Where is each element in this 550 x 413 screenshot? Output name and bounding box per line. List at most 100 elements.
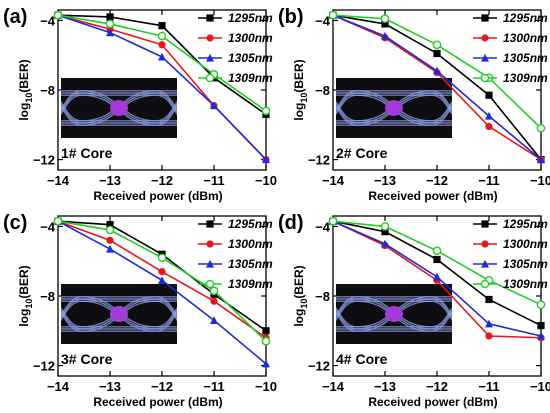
marker-1295nm [158, 22, 166, 30]
panel-letter: (c) [3, 212, 27, 234]
marker-1309nm [536, 300, 546, 309]
legend-marker [206, 220, 214, 228]
eye-transition [156, 103, 177, 124]
marker-1305nm [210, 101, 218, 110]
marker-1305nm [106, 28, 114, 37]
marker-1309nm [157, 31, 167, 41]
y-tick-label: −12 [308, 153, 330, 168]
eye-transition [156, 309, 177, 330]
eye-transition [336, 296, 357, 317]
marker-1300nm [210, 297, 218, 305]
marker-1300nm [485, 122, 493, 131]
marker-1309nm [53, 216, 63, 226]
x-tick-label: −14 [47, 173, 70, 188]
x-tick-label: −10 [255, 173, 277, 188]
legend-label: 1309nm [228, 71, 273, 85]
legend-label: 1305nm [228, 51, 273, 65]
eye-transition [431, 311, 452, 332]
legend-marker [206, 53, 214, 62]
y-tick-label: −8 [315, 83, 330, 98]
legend-label: 1309nm [503, 71, 548, 85]
legend-label: 1300nm [228, 237, 273, 251]
marker-1305nm [106, 244, 114, 253]
marker-1300nm [158, 41, 166, 49]
legend-marker [481, 220, 489, 228]
marker-1305nm [433, 66, 441, 75]
marker-1309nm [432, 246, 442, 256]
y-tick-label: −8 [40, 83, 55, 98]
marker-1295nm [433, 49, 441, 58]
panel-letter: (d) [278, 212, 304, 234]
marker-1305nm [537, 155, 545, 164]
y-tick-label: −12 [33, 153, 55, 168]
panel-letter: (a) [3, 6, 27, 28]
marker-1305nm [381, 31, 389, 40]
eye-diagram-inset [336, 284, 452, 344]
x-axis-title: Received power (dBm) [368, 395, 497, 409]
core-label: 4# Core [336, 351, 388, 367]
marker-1300nm [158, 268, 166, 276]
y-tick-label: −4 [40, 13, 56, 28]
x-tick-label: −13 [374, 379, 396, 394]
eye-transition [431, 100, 452, 122]
eye-transition [156, 100, 177, 122]
marker-1305nm [262, 155, 270, 164]
x-tick-label: −12 [426, 173, 448, 188]
marker-1305nm [158, 52, 166, 61]
y-tick-label: −8 [40, 289, 55, 304]
legend-label: 1295nm [503, 11, 548, 25]
x-tick-label: −14 [47, 379, 70, 394]
y-axis-title: log10(BER) [292, 59, 309, 120]
x-axis-title: Received power (dBm) [368, 189, 497, 203]
eye-transition [336, 90, 357, 111]
eye-transition [431, 103, 452, 124]
x-tick-label: −13 [374, 173, 396, 188]
x-tick-label: −13 [99, 173, 121, 188]
eye-diagram-inset [61, 78, 177, 138]
marker-1309nm [432, 40, 442, 50]
marker-1309nm [261, 106, 271, 116]
eye-transition [336, 94, 357, 116]
legend-marker [481, 240, 489, 248]
legend-label: 1309nm [503, 277, 548, 291]
legend-label: 1305nm [503, 51, 548, 65]
core-label: 2# Core [336, 145, 388, 161]
legend-label: 1300nm [503, 237, 548, 251]
x-tick-label: −10 [255, 379, 277, 394]
legend-label: 1309nm [228, 277, 273, 291]
marker-1300nm [485, 332, 493, 340]
eye-center-marker [110, 306, 128, 322]
eye-transition [156, 311, 177, 332]
eye-transition [61, 296, 82, 317]
y-tick-label: −12 [308, 359, 330, 374]
eye-center-marker [110, 100, 128, 116]
marker-1309nm [105, 19, 115, 29]
legend-label: 1300nm [503, 31, 548, 45]
x-tick-label: −10 [530, 173, 550, 188]
eye-center-marker [385, 306, 403, 322]
marker-1309nm [53, 10, 63, 20]
legend-marker [480, 73, 490, 83]
legend-marker [205, 279, 215, 289]
marker-1309nm [380, 222, 390, 231]
marker-1295nm [485, 91, 493, 99]
marker-1295nm [106, 13, 114, 21]
marker-1295nm [537, 321, 545, 330]
core-label: 1# Core [61, 145, 113, 161]
marker-1305nm [433, 272, 441, 281]
eye-transition [61, 92, 82, 113]
marker-1305nm [485, 319, 493, 328]
marker-1309nm [105, 225, 115, 235]
x-tick-label: −13 [99, 379, 121, 394]
marker-1295nm [433, 255, 441, 264]
x-tick-label: −10 [530, 379, 550, 394]
y-tick-label: −4 [40, 219, 56, 234]
eye-transition [61, 94, 82, 116]
marker-1295nm [381, 20, 389, 28]
x-axis-title: Received power (dBm) [93, 395, 222, 409]
marker-1309nm [157, 253, 167, 263]
